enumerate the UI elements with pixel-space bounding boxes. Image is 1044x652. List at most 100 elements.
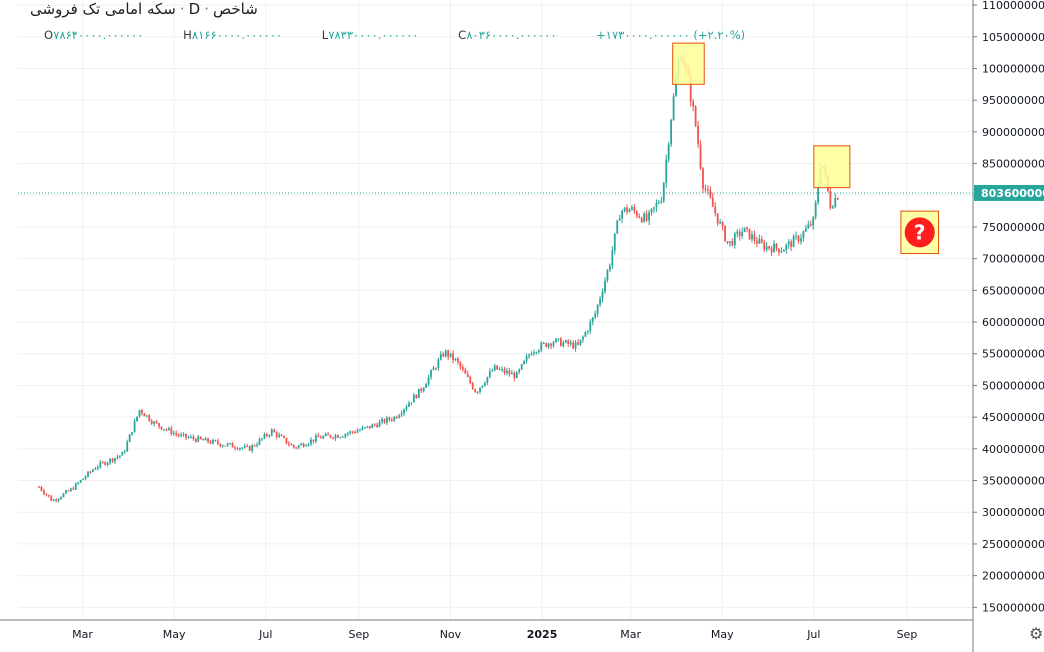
candle-body bbox=[153, 421, 156, 424]
candle-body bbox=[768, 246, 771, 249]
candle-body bbox=[337, 435, 339, 438]
candle-body bbox=[138, 410, 141, 417]
candle-body bbox=[834, 198, 837, 207]
y-tick-label: 900000000 bbox=[982, 126, 1044, 139]
candle-body bbox=[371, 424, 374, 428]
candle-body bbox=[778, 248, 780, 253]
candle-body bbox=[787, 241, 790, 245]
candle-body bbox=[449, 353, 452, 357]
candle-body bbox=[239, 448, 241, 450]
candle-body bbox=[547, 343, 550, 347]
candle-body bbox=[214, 439, 217, 441]
candle-body bbox=[410, 402, 413, 404]
candle-body bbox=[770, 248, 773, 253]
candle-body bbox=[535, 352, 538, 354]
candle-body bbox=[77, 482, 80, 484]
candle-body bbox=[349, 431, 352, 434]
candle-body bbox=[675, 78, 677, 97]
candle-body bbox=[128, 434, 131, 442]
candle-body bbox=[782, 250, 785, 252]
candle-body bbox=[243, 445, 246, 448]
candle-body bbox=[611, 250, 614, 266]
candle-body bbox=[187, 437, 190, 439]
candle-body bbox=[87, 471, 89, 477]
candle-body bbox=[461, 367, 464, 370]
candle-body bbox=[417, 388, 420, 399]
y-tick-label: 600000000 bbox=[982, 316, 1044, 329]
candle-body bbox=[175, 432, 178, 435]
candle-body bbox=[393, 416, 396, 421]
candle-body bbox=[604, 280, 606, 292]
candle-body bbox=[104, 462, 107, 465]
x-tick-label: May bbox=[711, 628, 734, 641]
candle-body bbox=[608, 265, 611, 271]
y-tick-label: 300000000 bbox=[982, 506, 1044, 519]
x-tick-label: Mar bbox=[620, 628, 641, 641]
candle-body bbox=[657, 202, 660, 204]
candle-body bbox=[199, 436, 202, 439]
candle-body bbox=[584, 332, 587, 337]
candle-body bbox=[236, 448, 239, 450]
candle-body bbox=[540, 343, 543, 351]
candle-body bbox=[729, 241, 731, 243]
candle-body bbox=[261, 438, 263, 440]
candle-body bbox=[459, 362, 462, 368]
candle-body bbox=[829, 190, 832, 209]
candle-body bbox=[398, 415, 401, 418]
candle-body bbox=[234, 447, 236, 449]
candle-body bbox=[567, 340, 570, 345]
candle-body bbox=[356, 430, 359, 433]
candle-body bbox=[251, 445, 254, 451]
candle-body bbox=[270, 429, 273, 436]
candle-body bbox=[464, 369, 467, 374]
candle-body bbox=[807, 224, 810, 229]
candle-body bbox=[432, 368, 435, 371]
candle-body bbox=[508, 370, 511, 375]
candle-body bbox=[577, 342, 579, 345]
gear-icon[interactable]: ⚙ bbox=[1029, 624, 1044, 643]
annotations: ? bbox=[672, 42, 939, 255]
change-value: +۱۷۳۰۰۰۰.۰۰۰۰۰۰ (+۲.۲۰%) bbox=[596, 28, 746, 42]
candle-body bbox=[557, 338, 560, 340]
candle-body bbox=[204, 438, 207, 441]
low-value: ۷۸۳۳۰۰۰۰.۰۰۰۰۰۰ bbox=[328, 28, 419, 42]
candle-body bbox=[697, 125, 699, 145]
candle-body bbox=[518, 369, 521, 373]
candle-body bbox=[412, 394, 415, 403]
candle-body bbox=[96, 466, 99, 469]
candle-body bbox=[525, 356, 528, 361]
candle-body bbox=[50, 496, 53, 501]
candle-body bbox=[216, 440, 219, 444]
candle-body bbox=[662, 182, 665, 202]
candle-body bbox=[226, 443, 229, 446]
y-tick-label: 950000000 bbox=[982, 94, 1044, 107]
candle-body bbox=[136, 416, 138, 422]
candle-body bbox=[219, 443, 222, 447]
candle-body bbox=[123, 451, 126, 453]
candle-body bbox=[741, 231, 744, 237]
candle-body bbox=[256, 444, 258, 446]
candle-body bbox=[496, 365, 499, 370]
candle-body bbox=[709, 190, 712, 198]
candle-body bbox=[381, 419, 383, 422]
candle-body bbox=[640, 217, 643, 222]
x-tick-label: Sep bbox=[348, 628, 369, 641]
candle-body bbox=[635, 211, 638, 217]
candle-body bbox=[60, 497, 62, 499]
y-tick-label: 150000000 bbox=[982, 601, 1044, 614]
candle-body bbox=[457, 358, 459, 363]
candle-body bbox=[447, 350, 450, 357]
candle-body bbox=[711, 197, 714, 207]
candle-body bbox=[89, 471, 92, 473]
candle-body bbox=[145, 415, 148, 417]
x-tick-label: Nov bbox=[440, 628, 462, 641]
candle-body bbox=[258, 439, 261, 445]
candle-body bbox=[425, 384, 428, 388]
candle-body bbox=[288, 443, 290, 445]
candle-body bbox=[317, 435, 320, 438]
candle-body bbox=[99, 462, 102, 467]
candle-body bbox=[802, 231, 805, 239]
candle-body bbox=[354, 431, 356, 433]
candle-body bbox=[599, 298, 601, 305]
